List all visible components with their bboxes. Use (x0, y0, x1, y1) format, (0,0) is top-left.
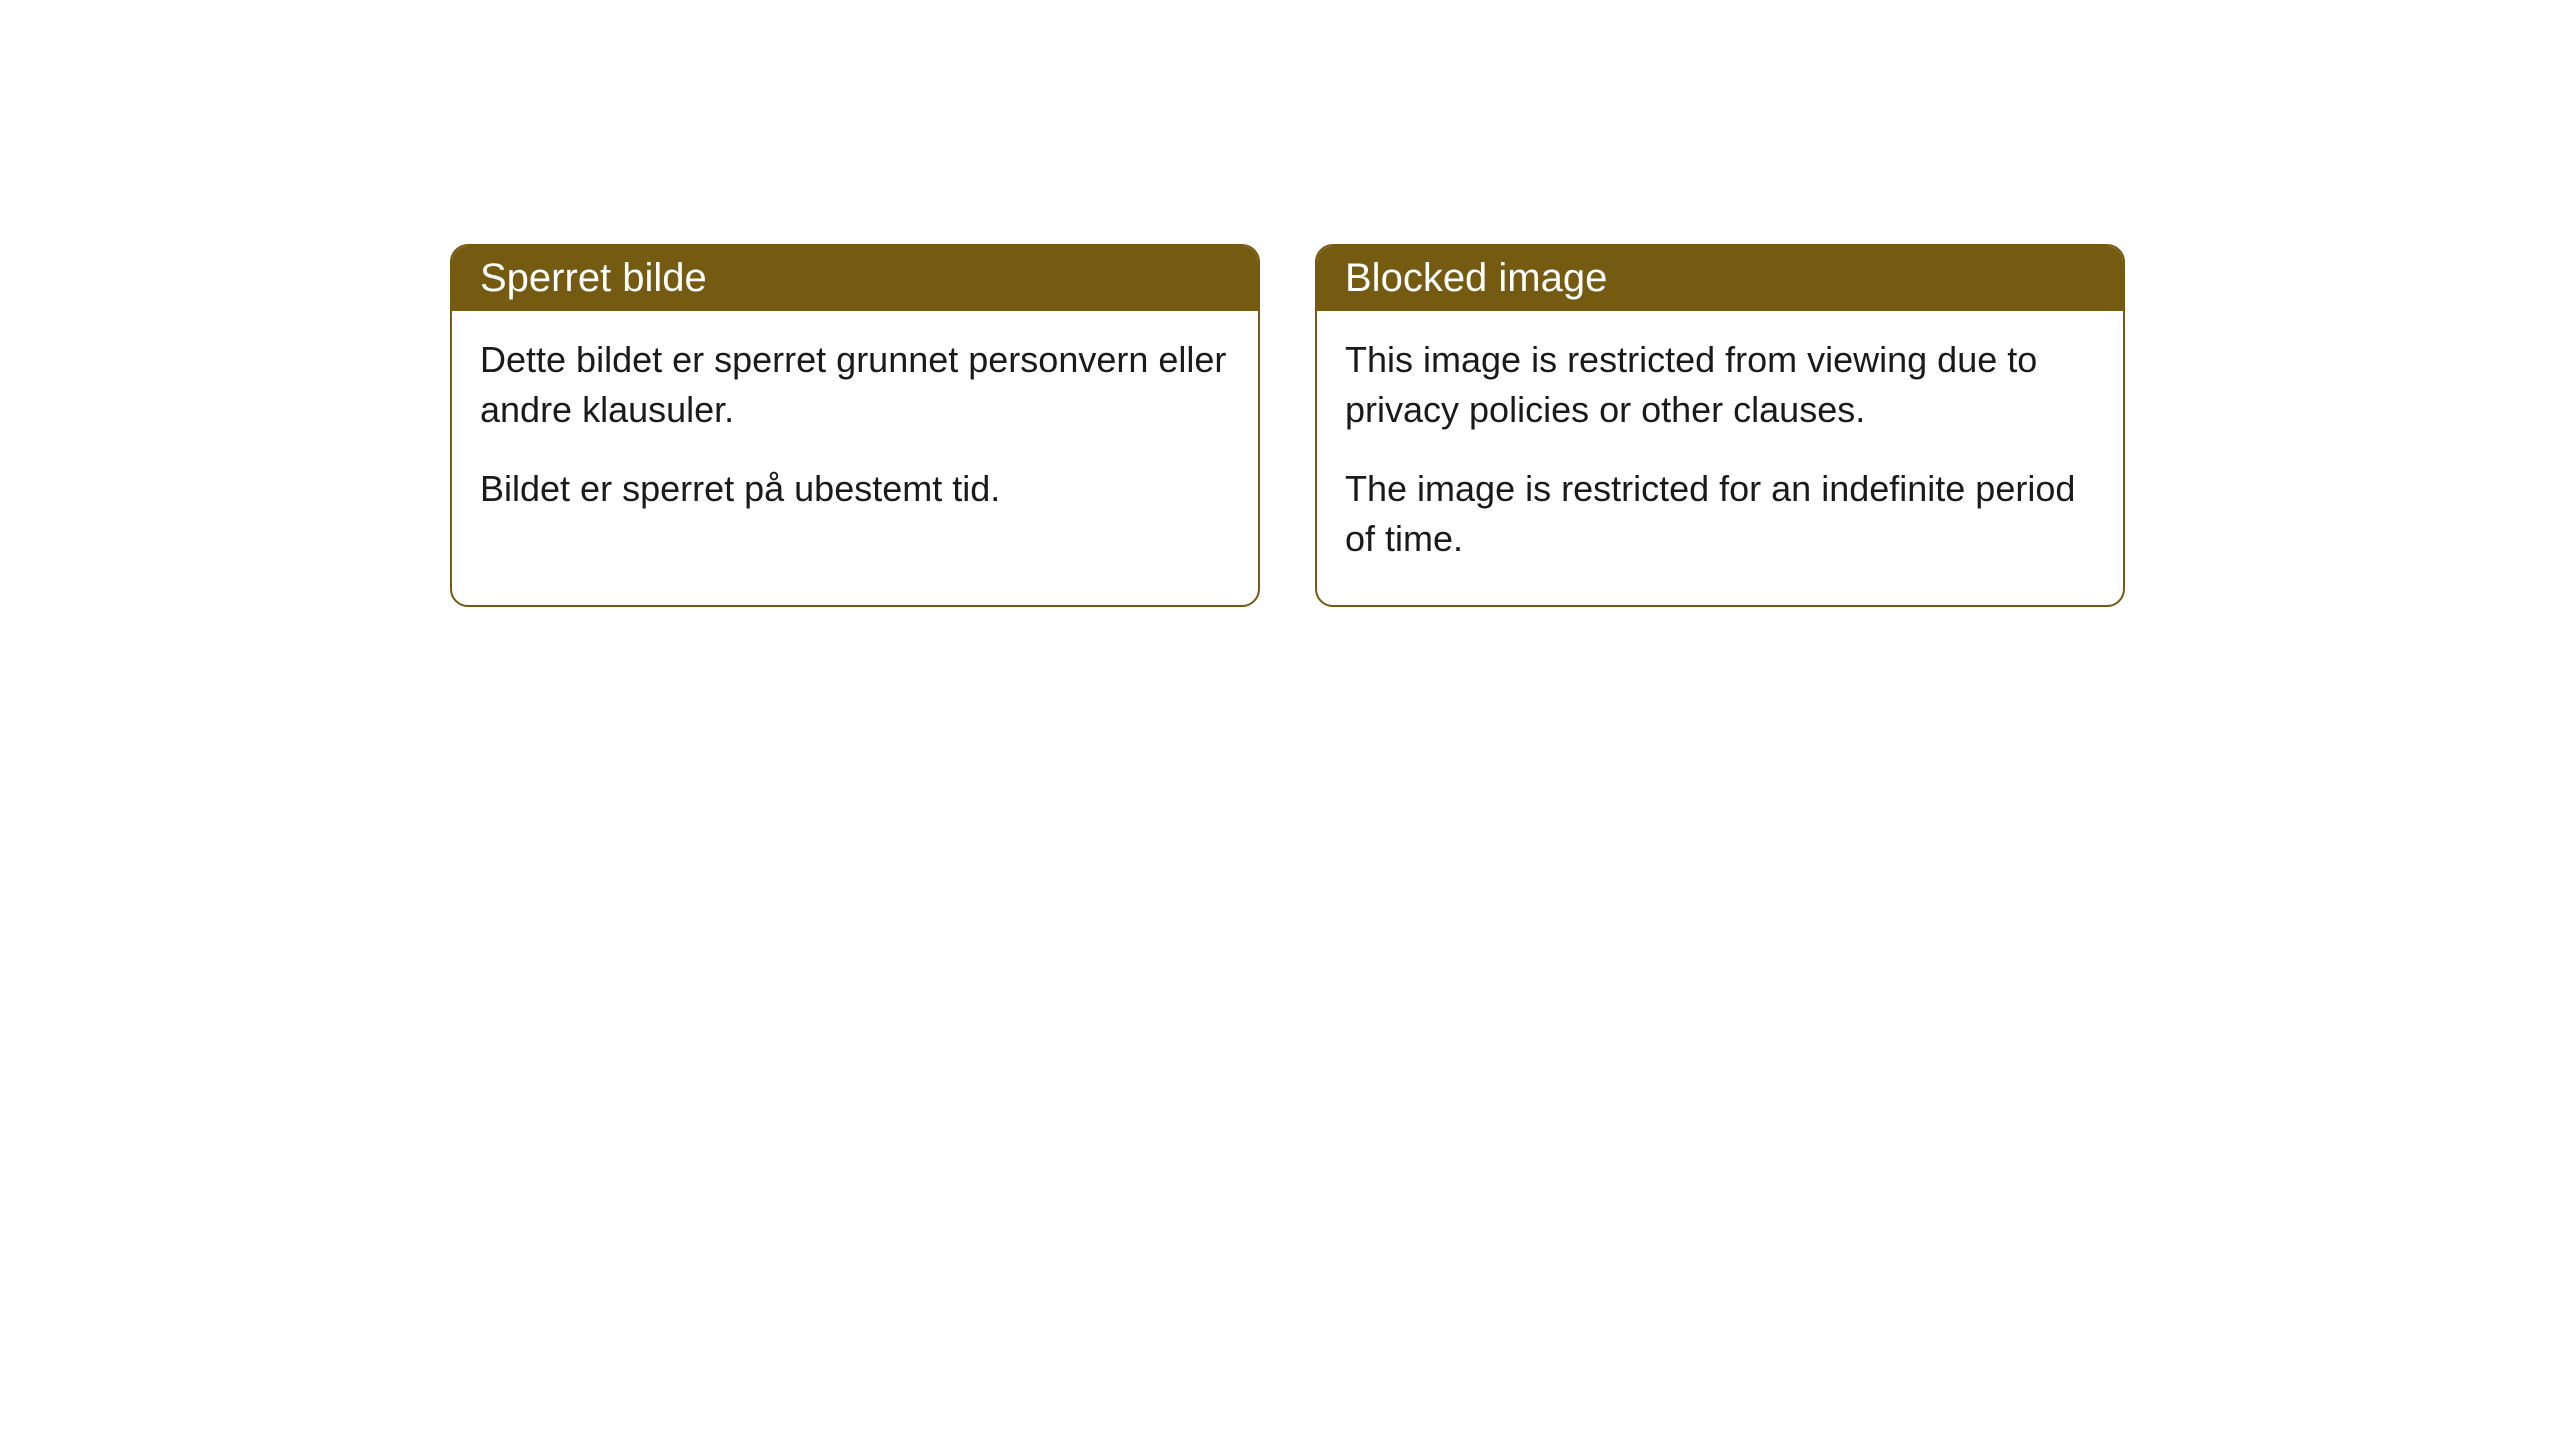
card-header-norwegian: Sperret bilde (452, 246, 1258, 311)
notice-cards-container: Sperret bilde Dette bildet er sperret gr… (450, 244, 2125, 607)
blocked-image-card-norwegian: Sperret bilde Dette bildet er sperret gr… (450, 244, 1260, 607)
notice-paragraph-1: This image is restricted from viewing du… (1345, 335, 2095, 436)
card-title: Sperret bilde (480, 256, 707, 300)
card-header-english: Blocked image (1317, 246, 2123, 311)
card-body-english: This image is restricted from viewing du… (1317, 311, 2123, 605)
card-title: Blocked image (1345, 256, 1607, 300)
notice-paragraph-2: Bildet er sperret på ubestemt tid. (480, 464, 1230, 514)
card-body-norwegian: Dette bildet er sperret grunnet personve… (452, 311, 1258, 554)
notice-paragraph-1: Dette bildet er sperret grunnet personve… (480, 335, 1230, 436)
notice-paragraph-2: The image is restricted for an indefinit… (1345, 464, 2095, 565)
blocked-image-card-english: Blocked image This image is restricted f… (1315, 244, 2125, 607)
